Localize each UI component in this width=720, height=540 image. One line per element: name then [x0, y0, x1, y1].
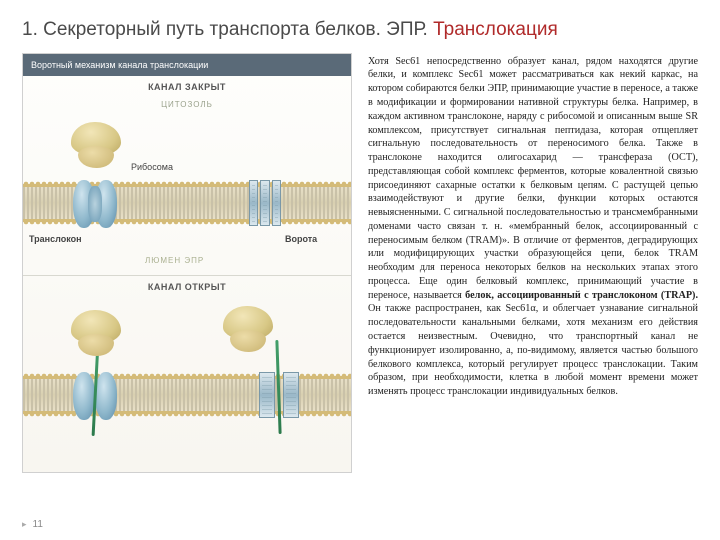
lumen-label: ЛЮМЕН ЭПР [145, 256, 204, 265]
gate-label: Ворота [285, 234, 317, 244]
panel-closed-title: КАНАЛ ЗАКРЫТ [23, 82, 351, 92]
text-column: Хотя Sec61 непосредственно образует кана… [368, 53, 698, 473]
ribosome-open-icon [67, 310, 125, 356]
panel-open-title: КАНАЛ ОТКРЫТ [23, 282, 351, 292]
slide-title: 1. Секреторный путь транспорта белков. Э… [22, 18, 698, 43]
content-row: Воротный механизм канала транслокации КА… [22, 53, 698, 473]
ribosome-icon [67, 122, 125, 168]
title-red: Транслокация [433, 19, 558, 40]
diagram-column: Воротный механизм канала транслокации КА… [22, 53, 352, 473]
body-text-2: Он также распространен, как Sec61α, и об… [368, 303, 698, 397]
diagram-header: Воротный механизм канала транслокации [23, 54, 351, 76]
body-text-1: Хотя Sec61 непосредственно образует кана… [368, 56, 698, 301]
ribosome-label: Рибосома [131, 162, 173, 172]
page-number: 11 [22, 519, 43, 530]
translocation-diagram: Воротный механизм канала транслокации КА… [22, 53, 352, 473]
title-main: 1. Секреторный путь транспорта белков. Э… [22, 19, 433, 40]
body-text-bold: белок, ассоциированный с транслоконом (T… [465, 290, 698, 301]
translocon-icon [73, 180, 117, 228]
ribosome-gate-icon [219, 306, 277, 352]
translocon-label: Транслокон [29, 234, 82, 244]
cytosol-label: ЦИТОЗОЛЬ [161, 100, 213, 109]
panel-open: КАНАЛ ОТКРЫТ [23, 275, 351, 474]
gate-icon [249, 180, 281, 226]
slide: 1. Секреторный путь транспорта белков. Э… [0, 0, 720, 540]
panel-closed: КАНАЛ ЗАКРЫТ ЦИТОЗОЛЬ Рибосома Транслоко… [23, 76, 351, 275]
